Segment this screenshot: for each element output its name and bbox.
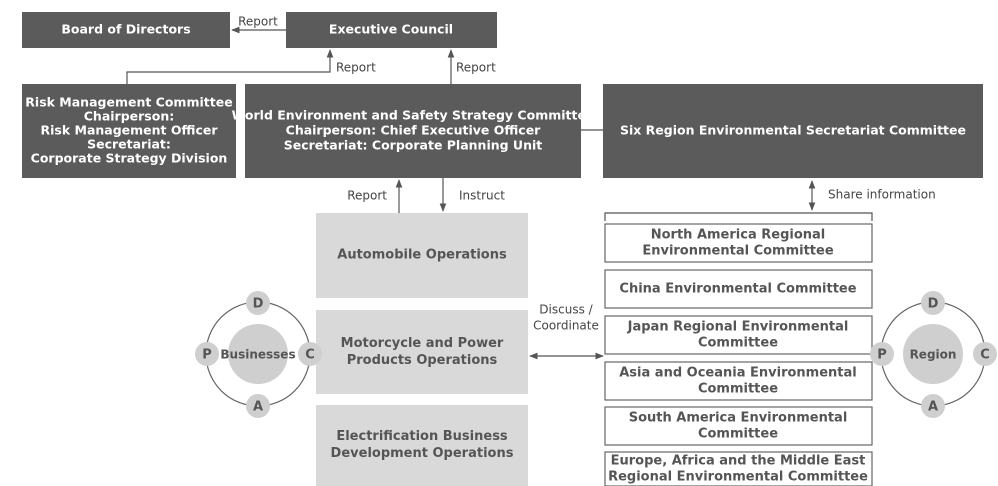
regional-box [604,406,873,446]
regional-box [604,315,873,355]
regional-label: Committee [698,336,778,351]
executive-label: Executive Council [329,22,453,37]
board-label: Board of Directors [61,22,190,37]
regional-label: Committee [698,427,778,442]
regional-box [604,269,873,309]
bracket [604,212,873,221]
ops-label: Motorcycle and Power [341,336,504,351]
cycle-step-label: P [202,348,212,363]
ops-label: Electrification Business [336,429,508,444]
ops-label: Development Operations [331,446,514,461]
board-box [22,12,230,48]
cycle-step [921,291,945,315]
cycle-step-label: C [980,348,990,363]
world-label: Chairperson: Chief Executive Officer [286,123,542,138]
cycle-center-label: Region [910,348,957,362]
edge-label: Share information [828,188,936,202]
risk-label: Corporate Strategy Division [31,151,228,166]
ops-box [316,405,528,486]
cycle-step [870,342,894,366]
cycle-step [195,342,219,366]
regional-label: Japan Regional Environmental [627,320,849,335]
cycle-step-label: P [877,348,887,363]
regional-label: Europe, Africa and the Middle East [611,454,866,469]
risk-label: Risk Management Committee [25,95,232,110]
cycle-center [228,324,288,384]
regional-label: China Environmental Committee [619,282,856,297]
edge-label: Report [336,61,376,75]
ops-label: Products Operations [347,353,498,368]
regional-label: North America Regional [651,228,826,243]
ops-box [316,213,528,298]
cycle-step [921,394,945,418]
cycle-center [903,324,963,384]
six-region-box [603,84,983,178]
cycle-step-label: D [928,297,939,312]
ops-box [316,310,528,394]
executive-box [286,12,497,48]
edge-label: Report [456,61,496,75]
cycle-step [246,394,270,418]
world-label: World Environment and Safety Strategy Co… [232,108,595,123]
cycle-step-label: A [928,400,938,415]
regional-label: Regional Environmental Committee [608,470,868,485]
edge-label: Coordinate [533,319,599,333]
cycle-step-label: A [253,400,263,415]
risk-label: Risk Management Officer [41,123,219,138]
arrow [126,49,334,84]
regional-box [604,223,873,263]
edge-label: Report [238,15,278,29]
ops-label: Automobile Operations [337,248,507,263]
shapes [22,12,983,486]
six-region-label: Six Region Environmental Secretariat Com… [620,123,966,138]
regional-box [604,451,873,486]
risk-label: Chairperson: [84,109,174,124]
risk-label: Secretariat: [87,137,171,152]
regional-label: Committee [698,382,778,397]
regional-label: Environmental Committee [642,244,834,259]
regional-box [604,361,873,401]
cycle-step-label: C [305,348,315,363]
regional-label: Asia and Oceania Environmental [619,366,857,381]
cycle-step [246,291,270,315]
risk-box [22,84,236,178]
world-box [245,84,581,178]
regional-label: South America Environmental [629,411,848,426]
cycle-center-label: Businesses [220,348,295,362]
edge-label: Report [347,189,387,203]
world-label: Secretariat: Corporate Planning Unit [284,138,543,153]
edge-label: Instruct [459,189,505,203]
cycle-step-label: D [253,297,264,312]
edge-label: Discuss / [539,303,593,317]
cycle-step [298,342,322,366]
cycle-step [973,342,997,366]
